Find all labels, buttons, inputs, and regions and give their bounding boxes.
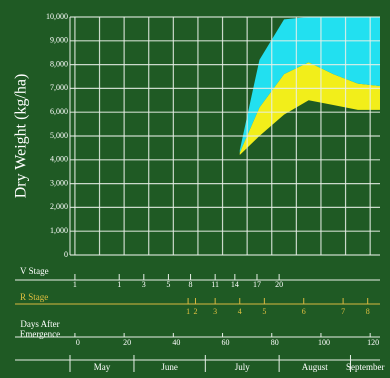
v-stage-value: 3 [142,280,146,289]
x-tick-label: 100 [318,338,330,347]
v-stage-value: 1 [117,280,121,289]
month-label: June [161,362,178,372]
x-axis-label: Days After Emergence [20,319,60,339]
y-tick-label: 2,000 [50,202,68,211]
y-tick-label: 9,000 [50,36,68,45]
r-stage-value: 8 [366,307,370,316]
r-stage-label: R Stage [20,292,48,302]
y-tick-label: 7,000 [50,83,68,92]
v-stage-value: 17 [253,280,261,289]
y-tick-label: 5,000 [50,131,68,140]
x-tick-label: 120 [367,338,379,347]
y-tick-label: 4,000 [50,155,68,164]
r-stage-value: 6 [302,307,306,316]
band-area [239,62,380,156]
x-tick-label: 0 [76,338,80,347]
band-area [239,17,380,153]
y-tick-label: 10,000 [46,12,68,21]
month-label: August [302,362,329,372]
v-stage-value: 1 [73,280,77,289]
r-stage-value: 1 [186,307,190,316]
month-label: May [94,362,111,372]
v-stage-value: 11 [211,280,219,289]
x-tick-label: 60 [222,338,230,347]
r-stage-value: 5 [262,307,266,316]
y-tick-label: 6,000 [50,107,68,116]
y-tick-label: 1,000 [50,226,68,235]
x-tick-label: 80 [271,338,279,347]
r-stage-value: 7 [341,307,345,316]
v-stage-value: 14 [231,280,239,289]
v-stage-value: 5 [166,280,170,289]
y-tick-label: 8,000 [50,59,68,68]
v-stage-value: 8 [189,280,193,289]
v-stage-label: V Stage [20,266,49,276]
y-axis-label: Dry Weight (kg/ha) [13,74,30,199]
r-stage-value: 2 [193,307,197,316]
x-tick-label: 40 [172,338,180,347]
month-label: July [235,362,251,372]
r-stage-value: 4 [238,307,242,316]
month-label: September [346,362,385,372]
v-stage-value: 20 [275,280,283,289]
x-tick-label: 20 [123,338,131,347]
y-tick-label: 3,000 [50,178,68,187]
r-stage-value: 3 [213,307,217,316]
y-tick-label: 0 [64,250,68,259]
